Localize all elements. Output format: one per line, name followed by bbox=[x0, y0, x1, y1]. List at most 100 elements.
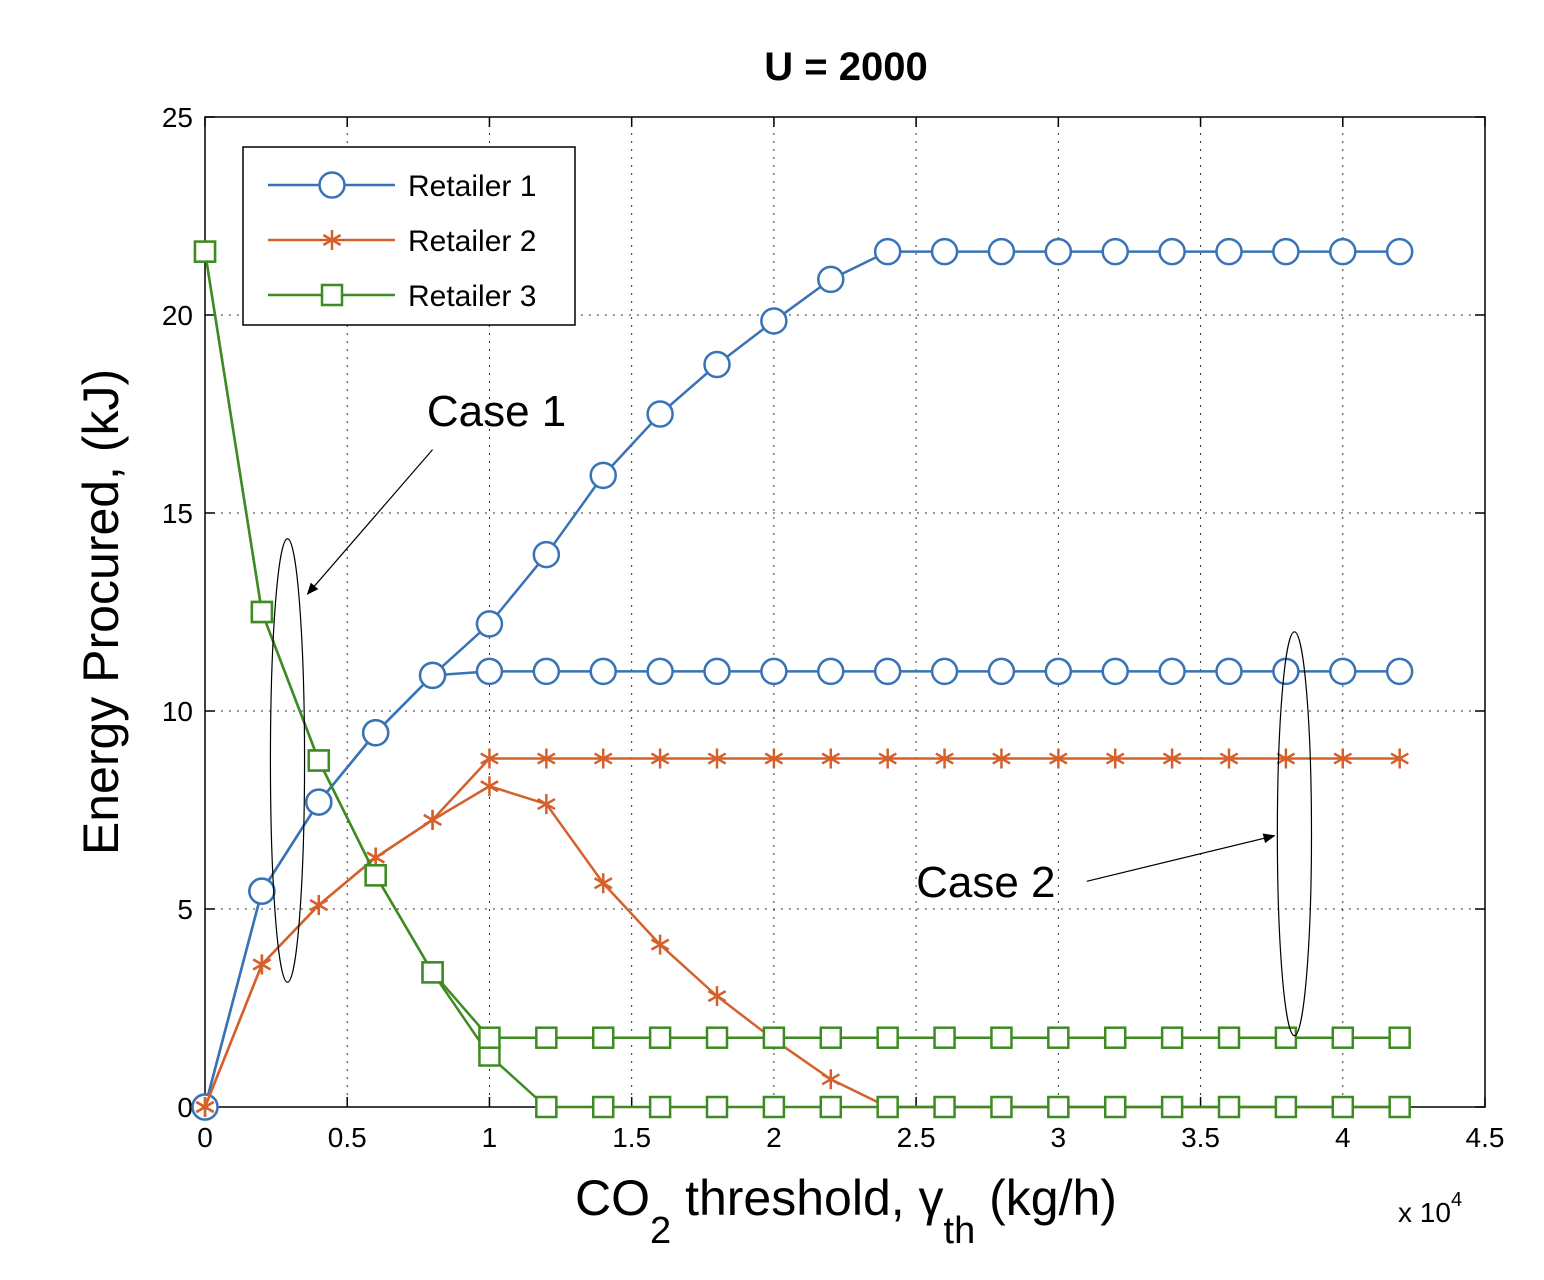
x-axis-label-main: CO bbox=[575, 1170, 650, 1226]
data-point bbox=[591, 1026, 615, 1049]
data-point bbox=[873, 237, 902, 266]
data-point bbox=[992, 748, 1011, 769]
data-point bbox=[1103, 1095, 1127, 1119]
data-point bbox=[648, 1026, 672, 1049]
data-point bbox=[1162, 748, 1182, 769]
data-point bbox=[876, 1026, 899, 1049]
data-point bbox=[703, 657, 731, 686]
data-point bbox=[821, 1069, 841, 1090]
series-line bbox=[203, 251, 1400, 1039]
data-point bbox=[1105, 748, 1125, 769]
legend-label: Retailer 1 bbox=[408, 170, 536, 203]
x-axis-label-greeksub: th bbox=[944, 1210, 976, 1252]
x-axis-label-greek: γ bbox=[919, 1170, 944, 1226]
data-point bbox=[648, 1095, 672, 1119]
data-point bbox=[250, 600, 274, 624]
data-point bbox=[760, 307, 788, 335]
data-point bbox=[1385, 657, 1414, 686]
data-point bbox=[817, 265, 845, 294]
data-point bbox=[1272, 237, 1300, 266]
series-group bbox=[191, 237, 1414, 1121]
data-point bbox=[1388, 1095, 1411, 1119]
data-point bbox=[418, 661, 447, 690]
data-point bbox=[819, 1095, 843, 1119]
data-point bbox=[821, 748, 841, 769]
data-point bbox=[935, 748, 954, 769]
axis-ticks: 0 0.5 1 1.5 2 2.5 3 3.5 4 4.5 0 5 10 15 20 25 bbox=[162, 102, 1505, 1153]
x-multiplier-exp: 4 bbox=[1451, 1189, 1462, 1211]
data-point bbox=[195, 1097, 215, 1117]
data-point bbox=[930, 657, 959, 686]
data-point bbox=[876, 1095, 899, 1119]
data-point bbox=[421, 961, 444, 984]
data-point bbox=[705, 1026, 729, 1049]
x-tick-label: 1 bbox=[482, 1122, 498, 1153]
data-point bbox=[193, 240, 217, 263]
data-point bbox=[1217, 1026, 1241, 1049]
data-point bbox=[650, 934, 670, 955]
legend-item-retailer-1: Retailer 1 bbox=[268, 170, 536, 203]
data-point bbox=[990, 1095, 1013, 1119]
x-axis-label: CO2 threshold, γth (kg/h) bbox=[575, 1170, 1117, 1252]
y-tick-label: 5 bbox=[177, 894, 193, 925]
x-tick-label: 0 bbox=[197, 1122, 213, 1153]
data-point bbox=[1331, 1095, 1355, 1119]
y-tick-label: 15 bbox=[162, 498, 193, 529]
data-point bbox=[933, 1026, 956, 1049]
data-point bbox=[1274, 1095, 1298, 1119]
series-line bbox=[203, 757, 1400, 1108]
data-point bbox=[532, 657, 561, 686]
legend-marker bbox=[320, 283, 344, 307]
annotation-ellipse bbox=[269, 538, 306, 983]
data-point bbox=[1103, 1026, 1127, 1049]
series-retailer-3-case-2 bbox=[193, 240, 1411, 1049]
data-point bbox=[591, 1095, 615, 1119]
series-retailer-2-case-1 bbox=[195, 776, 1409, 1117]
data-point bbox=[990, 1026, 1013, 1049]
series-line bbox=[203, 670, 1400, 1108]
legend-marker bbox=[318, 171, 346, 199]
data-point bbox=[305, 788, 333, 816]
x-tick-label: 2.5 bbox=[897, 1122, 936, 1153]
data-point bbox=[537, 794, 556, 815]
data-point bbox=[1276, 748, 1296, 769]
data-point bbox=[1388, 1026, 1411, 1049]
data-point bbox=[1272, 657, 1300, 686]
annotation-case-1: Case 1 bbox=[269, 387, 566, 983]
annotation-case-2: Case 2 bbox=[916, 631, 1313, 1037]
data-point bbox=[248, 877, 276, 905]
data-point bbox=[762, 1095, 786, 1119]
x-axis-label-unit: (kg/h) bbox=[975, 1170, 1117, 1226]
data-point bbox=[1333, 748, 1353, 769]
data-point bbox=[1047, 1026, 1070, 1049]
annotation-label: Case 2 bbox=[916, 858, 1055, 907]
data-point bbox=[252, 954, 272, 975]
data-point bbox=[480, 776, 499, 797]
data-point bbox=[1158, 237, 1186, 266]
data-point bbox=[593, 873, 613, 894]
data-point bbox=[873, 657, 902, 686]
legend-marker bbox=[322, 230, 342, 250]
legend-item-retailer-3: Retailer 3 bbox=[268, 280, 536, 313]
data-point bbox=[589, 657, 617, 686]
data-point bbox=[364, 864, 387, 887]
annotation-arrow bbox=[1086, 833, 1276, 882]
x-axis-label-sub: 2 bbox=[650, 1210, 671, 1252]
x-tick-label: 0.5 bbox=[328, 1122, 367, 1153]
data-point bbox=[707, 748, 727, 769]
data-point bbox=[307, 749, 331, 772]
series-retailer-2-case-2 bbox=[195, 748, 1409, 1117]
data-point bbox=[1217, 1095, 1241, 1119]
data-point bbox=[1274, 1026, 1298, 1049]
legend: Retailer 1 Retailer 2 Retailer 3 bbox=[242, 146, 576, 326]
data-point bbox=[478, 1026, 501, 1049]
y-tick-label: 10 bbox=[162, 696, 193, 727]
data-point bbox=[1385, 237, 1414, 266]
data-point bbox=[646, 400, 674, 428]
data-point bbox=[532, 540, 561, 569]
data-point bbox=[1047, 1095, 1070, 1119]
data-point bbox=[987, 657, 1016, 686]
data-point bbox=[705, 1095, 729, 1119]
annotation-label: Case 1 bbox=[427, 387, 566, 436]
data-point bbox=[930, 237, 959, 266]
